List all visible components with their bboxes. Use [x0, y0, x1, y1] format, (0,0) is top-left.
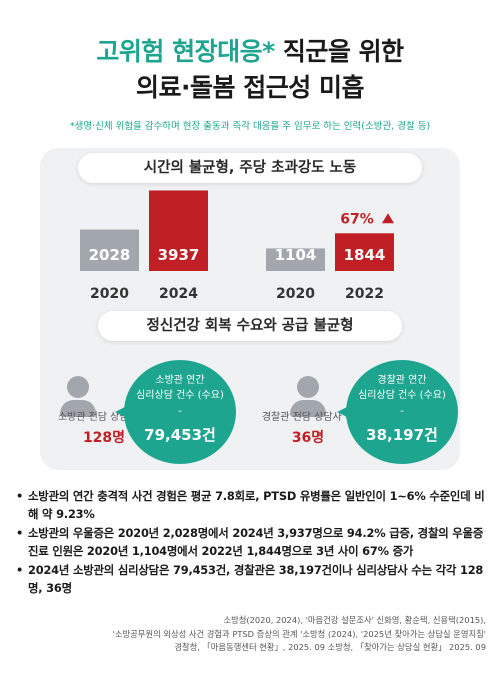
footnote-definition: *생명·신체 위험을 감수하며 현장 출동과 즉각 대응을 주 임무로 하는 인…	[69, 121, 431, 132]
x-tick-label: 2022	[345, 286, 384, 302]
fire-bubble-title-2: 심리상담 건수 (수요)	[136, 390, 224, 401]
x-tick-label: 2024	[159, 286, 198, 302]
section-title-work-hours: 시간의 불균형, 주당 초과강도 노동	[78, 153, 422, 183]
source-line: 소방청(2020, 2024), '마음건강 설문조사' 신화영, 황순택, 신…	[223, 615, 486, 625]
bar	[266, 248, 325, 271]
title-highlight: 고위험 현장대응*	[96, 37, 275, 66]
sources: 소방청(2020, 2024), '마음건강 설문조사' 신화영, 황순택, 신…	[16, 614, 486, 655]
up-triangle-icon	[382, 213, 394, 224]
finding-item: 2024년 소방관의 심리상담은 79,453건, 경찰관은 38,197건이나…	[16, 562, 488, 597]
bar	[80, 229, 139, 271]
bar-value-label: 1844	[344, 246, 386, 264]
police-counselor-label: 경찰관 전담 상담사 수	[261, 412, 355, 423]
bar-value-label: 3937	[158, 246, 200, 264]
source-line: '소방공무원의 외상성 사건 경험과 PTSD 증상의 관계 '소방청 (202…	[112, 628, 486, 639]
fire-bubble-dash: -	[178, 406, 182, 417]
bar-value-label: 2028	[89, 246, 131, 264]
finding-item: 소방관의 우울증은 2020년 2,028명에서 2024년 3,937명으로 …	[16, 525, 488, 560]
bar-value-label: 1104	[275, 246, 317, 264]
police-bubble-title-1: 경찰관 연간	[377, 375, 427, 386]
police-bubble-dash: -	[400, 406, 404, 417]
fire-bubble-title-1: 소방관 연간	[155, 375, 205, 386]
bar	[149, 190, 208, 271]
title-line-1: 고위험 현장대응* 직군을 위한	[0, 34, 500, 70]
police-bubble-title-2: 심리상담 건수 (수요)	[358, 390, 446, 401]
fire-bubble-value: 79,453건	[144, 426, 216, 444]
x-tick-label: 2020	[90, 286, 129, 302]
person-icon	[288, 376, 328, 418]
person-icon	[58, 376, 98, 418]
police-bubble-value: 38,197건	[366, 426, 438, 444]
fire-demand-bubble: 소방관 연간 심리상담 건수 (수요) - 79,453건	[124, 360, 236, 464]
bar	[335, 233, 394, 271]
fire-counselor-count: 128명	[82, 430, 126, 446]
key-findings-list: 소방관의 연간 충격적 사건 경험은 평균 7.8회로, PTSD 유병률은 일…	[16, 488, 488, 599]
source-line: 경찰청, 「마음동행센터 현황」, 2025. 09 소방청, 「찾아가는 상담…	[174, 642, 486, 652]
police-counselor-count: 36명	[291, 430, 325, 446]
finding-item: 소방관의 연간 충격적 사건 경험은 평균 7.8회로, PTSD 유병률은 일…	[16, 488, 488, 523]
x-tick-label: 2020	[276, 286, 315, 302]
section-title-mental-health: 정신건강 회복 수요와 공급 불균형	[98, 311, 402, 341]
fire-counselor-label: 소방관 전담 상담사 수	[57, 412, 151, 423]
police-demand-bubble: 경찰관 연간 심리상담 건수 (수요) - 38,197건	[346, 360, 458, 464]
change-label: 67%	[340, 211, 374, 227]
title-line-2: 의료·돌봄 접근성 미흡	[136, 73, 364, 102]
page-title: 고위험 현장대응* 직군을 위한 의료·돌봄 접근성 미흡	[0, 34, 500, 106]
title-rest: 직군을 위한	[274, 37, 404, 66]
